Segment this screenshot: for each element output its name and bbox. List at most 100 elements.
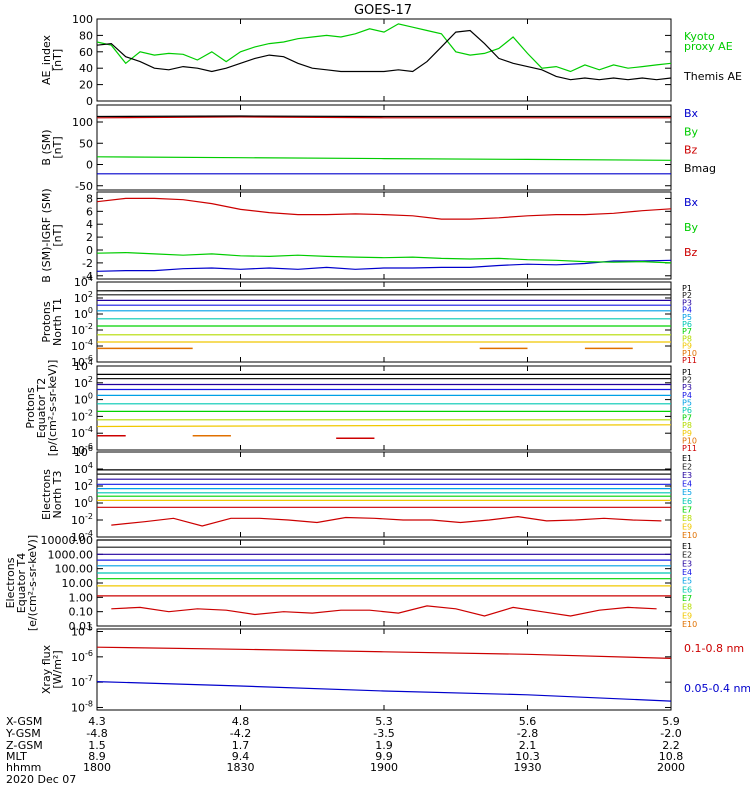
panel-frame: [96, 191, 672, 280]
legend-entry: Bz: [684, 144, 698, 157]
x-row-value: 8.9: [88, 750, 106, 763]
y-tick-label: 10000.00: [41, 534, 94, 547]
x-row-value: 2000: [657, 761, 685, 774]
y-tick-label: 104: [74, 358, 93, 373]
y-tick-label: 106: [74, 444, 93, 459]
legend-entry: P6: [682, 320, 692, 329]
y-tick-label: 0.10: [69, 606, 94, 619]
y-tick-base: 10: [74, 497, 88, 510]
y-tick-label: 1.00: [69, 591, 94, 604]
legend-entry: E3: [682, 471, 692, 480]
y-tick-exponent: -8: [85, 699, 93, 708]
y-axis-label: Equator T4: [15, 553, 28, 613]
y-tick-label: 100: [74, 495, 93, 510]
legend-entry: P3: [682, 298, 692, 307]
y-tick-label: 100: [72, 13, 93, 26]
y-tick-label: 10-8: [71, 699, 93, 714]
y-tick-label: 0.01: [69, 620, 94, 633]
x-row-value: 1.7: [232, 739, 250, 752]
y-tick-base: 10: [71, 356, 85, 369]
legend-entry: By: [684, 221, 699, 234]
legend-entry: E2: [682, 463, 692, 472]
legend-entry: Bmag: [684, 162, 716, 175]
y-axis-label: [nT]: [51, 224, 64, 246]
y-tick-label: 102: [74, 375, 93, 390]
legend-entry: By: [684, 125, 699, 138]
legend-entry: P9: [682, 429, 692, 438]
y-axis-label: [nT]: [51, 136, 64, 158]
legend-entry: 0.1-0.8 nm: [684, 642, 744, 655]
legend-entry: P1: [682, 284, 692, 293]
x-row-value: 1900: [370, 761, 398, 774]
legend-entry: E8: [682, 603, 692, 612]
legend-entry: P4: [682, 391, 692, 400]
y-tick-exponent: -6: [85, 649, 93, 658]
y-tick-exponent: 2: [88, 375, 93, 384]
y-axis-label: B (SM): [40, 129, 53, 165]
series-line-By: [96, 156, 672, 161]
y-tick-exponent: -7: [85, 674, 93, 683]
y-tick-label: 104: [74, 461, 93, 476]
y-tick-exponent: 4: [88, 274, 93, 283]
x-row-value: 5.9: [662, 715, 680, 728]
y-tick-base: 10: [71, 324, 85, 337]
y-tick-label: 4: [86, 218, 93, 231]
legend-entry: E9: [682, 611, 692, 620]
x-row-label: Z-GSM: [6, 739, 43, 752]
y-tick-exponent: -6: [85, 354, 93, 363]
y-tick-label: 80: [79, 29, 93, 42]
y-tick-label: 2: [86, 231, 93, 244]
x-row-value: 9.4: [232, 750, 250, 763]
series-line-Bx: [96, 259, 672, 272]
y-tick-label: 40: [79, 62, 93, 75]
series-line-noisy: [111, 605, 657, 617]
y-tick-label: 10-6: [71, 442, 93, 457]
x-row-value: -2.8: [517, 727, 538, 740]
y-tick-base: 10: [74, 292, 88, 305]
y-tick-label: 10-4: [71, 338, 93, 353]
y-tick-base: 10: [71, 514, 85, 527]
y-tick-exponent: -4: [85, 338, 93, 347]
y-axis-label: [e/(cm²-s-sr-keV)]: [26, 535, 39, 631]
y-tick-label: 10-7: [71, 674, 93, 689]
legend-entry: P6: [682, 406, 692, 415]
series-line-0.05-0.4 nm: [96, 681, 672, 702]
y-tick-label: 10-2: [71, 322, 93, 337]
y-tick-base: 10: [74, 480, 88, 493]
y-tick-base: 10: [74, 446, 88, 459]
legend-entry: P3: [682, 383, 692, 392]
legend-entry: E6: [682, 497, 692, 506]
legend-entry: P10: [682, 349, 697, 358]
x-row-value: 5.3: [375, 715, 393, 728]
legend-entry: P5: [682, 313, 692, 322]
x-row-label: X-GSM: [6, 715, 42, 728]
legend-entry: Themis AE: [683, 70, 742, 83]
y-axis-label: AE_index: [40, 34, 53, 85]
plot-title: GOES-17: [354, 3, 412, 18]
legend-entry: P9: [682, 342, 692, 351]
y-tick-exponent: 2: [88, 478, 93, 487]
series-line-Bz: [96, 197, 672, 220]
y-tick-label: 1000.00: [48, 548, 94, 561]
legend-entry: P2: [682, 376, 692, 385]
legend-entry: E3: [682, 559, 692, 568]
y-tick-base: 10: [71, 444, 85, 457]
y-tick-label: 10-4: [71, 529, 93, 544]
y-tick-label: 102: [74, 478, 93, 493]
y-tick-exponent: -4: [85, 529, 93, 538]
series-line-noisy: [111, 515, 662, 527]
y-axis-label: [p/(cm²-s-sr-keV)]: [46, 360, 59, 457]
y-tick-label: 104: [74, 274, 93, 289]
y-tick-label: 102: [74, 290, 93, 305]
x-row-label: Y-GSM: [5, 727, 41, 740]
y-axis-label: Electrons: [4, 557, 17, 608]
x-row-value: 2.1: [519, 739, 537, 752]
y-tick-label: 10-5: [71, 624, 93, 639]
x-row-value: 5.6: [519, 715, 537, 728]
y-tick-label: 10-2: [71, 408, 93, 423]
y-tick-label: 60: [79, 46, 93, 59]
series-line-P9: [96, 424, 672, 428]
y-tick-label: 100: [72, 116, 93, 129]
